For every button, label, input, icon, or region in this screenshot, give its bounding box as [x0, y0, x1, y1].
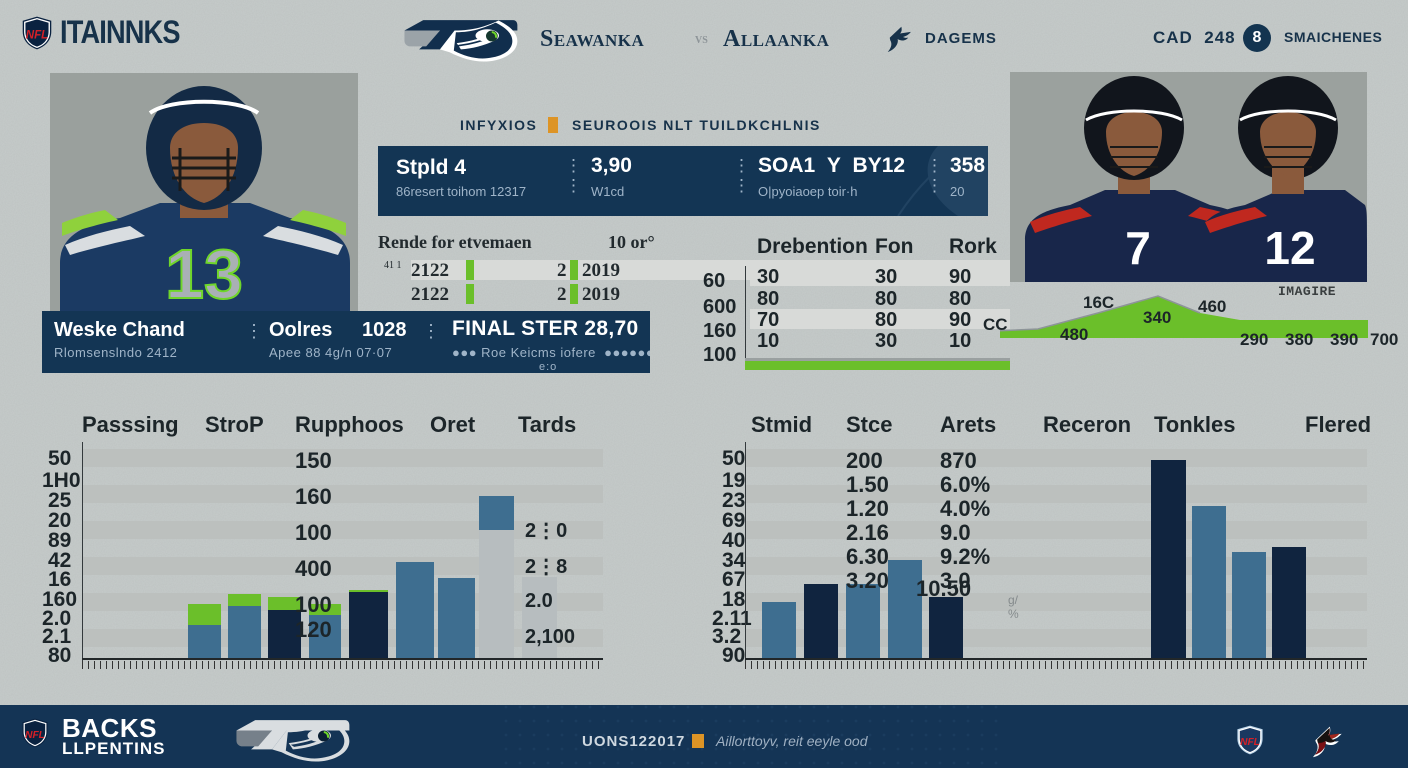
svg-text:NFL: NFL [25, 730, 45, 741]
svg-text:7: 7 [1125, 222, 1151, 274]
svg-text:12: 12 [1264, 222, 1315, 274]
svg-text:13: 13 [165, 235, 243, 311]
svg-text:NFL: NFL [26, 29, 48, 41]
svg-text:NFL: NFL [1240, 737, 1260, 748]
